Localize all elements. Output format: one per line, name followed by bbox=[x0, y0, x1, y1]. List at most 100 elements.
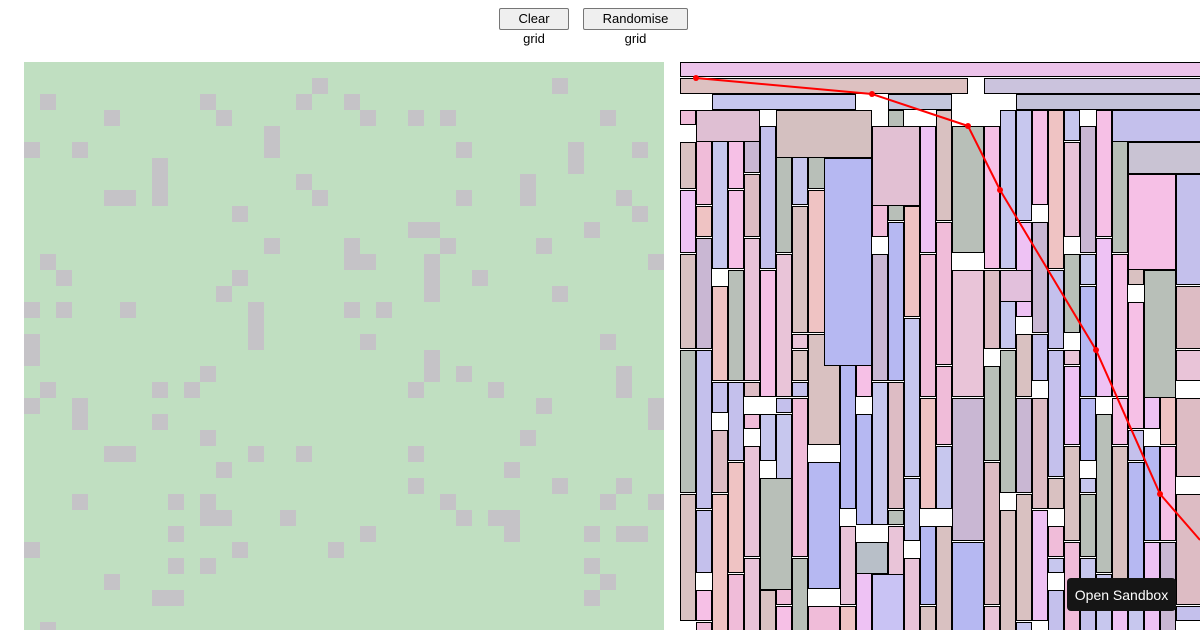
open-sandbox-button[interactable]: Open Sandbox bbox=[1067, 578, 1176, 611]
wall-cell[interactable] bbox=[456, 366, 472, 382]
wall-cell[interactable] bbox=[248, 446, 264, 462]
wall-cell[interactable] bbox=[200, 558, 216, 574]
wall-cell[interactable] bbox=[360, 110, 376, 126]
wall-cell[interactable] bbox=[72, 142, 88, 158]
wall-cell[interactable] bbox=[216, 462, 232, 478]
grid-editor[interactable] bbox=[24, 62, 664, 630]
wall-cell[interactable] bbox=[296, 174, 312, 190]
wall-cell[interactable] bbox=[312, 190, 328, 206]
wall-cell[interactable] bbox=[504, 526, 520, 542]
wall-cell[interactable] bbox=[344, 302, 360, 318]
wall-cell[interactable] bbox=[552, 78, 568, 94]
wall-cell[interactable] bbox=[120, 302, 136, 318]
wall-cell[interactable] bbox=[104, 110, 120, 126]
wall-cell[interactable] bbox=[648, 398, 664, 414]
wall-cell[interactable] bbox=[600, 494, 616, 510]
wall-cell[interactable] bbox=[72, 398, 88, 414]
wall-cell[interactable] bbox=[632, 526, 648, 542]
wall-cell[interactable] bbox=[56, 302, 72, 318]
wall-cell[interactable] bbox=[296, 446, 312, 462]
wall-cell[interactable] bbox=[616, 478, 632, 494]
wall-cell[interactable] bbox=[488, 382, 504, 398]
wall-cell[interactable] bbox=[168, 494, 184, 510]
wall-cell[interactable] bbox=[440, 238, 456, 254]
wall-cell[interactable] bbox=[200, 94, 216, 110]
wall-cell[interactable] bbox=[520, 430, 536, 446]
wall-cell[interactable] bbox=[72, 494, 88, 510]
wall-cell[interactable] bbox=[264, 142, 280, 158]
wall-cell[interactable] bbox=[24, 302, 40, 318]
wall-cell[interactable] bbox=[24, 142, 40, 158]
wall-cell[interactable] bbox=[360, 526, 376, 542]
wall-cell[interactable] bbox=[424, 366, 440, 382]
wall-cell[interactable] bbox=[24, 398, 40, 414]
wall-cell[interactable] bbox=[616, 382, 632, 398]
wall-cell[interactable] bbox=[568, 158, 584, 174]
wall-cell[interactable] bbox=[72, 414, 88, 430]
randomise-grid-button[interactable]: Randomise grid bbox=[583, 8, 688, 46]
wall-cell[interactable] bbox=[344, 94, 360, 110]
wall-cell[interactable] bbox=[600, 574, 616, 590]
wall-cell[interactable] bbox=[264, 238, 280, 254]
wall-cell[interactable] bbox=[104, 574, 120, 590]
wall-cell[interactable] bbox=[424, 254, 440, 270]
wall-cell[interactable] bbox=[408, 446, 424, 462]
wall-cell[interactable] bbox=[648, 494, 664, 510]
wall-cell[interactable] bbox=[24, 334, 40, 350]
wall-cell[interactable] bbox=[408, 222, 424, 238]
wall-cell[interactable] bbox=[152, 590, 168, 606]
wall-cell[interactable] bbox=[536, 238, 552, 254]
wall-cell[interactable] bbox=[168, 590, 184, 606]
wall-cell[interactable] bbox=[120, 190, 136, 206]
wall-cell[interactable] bbox=[280, 510, 296, 526]
wall-cell[interactable] bbox=[584, 222, 600, 238]
wall-cell[interactable] bbox=[248, 318, 264, 334]
wall-cell[interactable] bbox=[584, 590, 600, 606]
wall-cell[interactable] bbox=[504, 462, 520, 478]
wall-cell[interactable] bbox=[488, 510, 504, 526]
wall-cell[interactable] bbox=[504, 510, 520, 526]
wall-cell[interactable] bbox=[408, 110, 424, 126]
wall-cell[interactable] bbox=[248, 302, 264, 318]
wall-cell[interactable] bbox=[344, 254, 360, 270]
wall-cell[interactable] bbox=[600, 110, 616, 126]
wall-cell[interactable] bbox=[152, 414, 168, 430]
wall-cell[interactable] bbox=[424, 270, 440, 286]
wall-cell[interactable] bbox=[232, 206, 248, 222]
wall-cell[interactable] bbox=[632, 142, 648, 158]
wall-cell[interactable] bbox=[536, 398, 552, 414]
wall-cell[interactable] bbox=[296, 94, 312, 110]
wall-cell[interactable] bbox=[424, 350, 440, 366]
wall-cell[interactable] bbox=[456, 190, 472, 206]
wall-cell[interactable] bbox=[232, 270, 248, 286]
wall-cell[interactable] bbox=[264, 126, 280, 142]
wall-cell[interactable] bbox=[200, 510, 216, 526]
wall-cell[interactable] bbox=[152, 174, 168, 190]
wall-cell[interactable] bbox=[312, 78, 328, 94]
wall-cell[interactable] bbox=[584, 558, 600, 574]
wall-cell[interactable] bbox=[440, 494, 456, 510]
wall-cell[interactable] bbox=[168, 558, 184, 574]
wall-cell[interactable] bbox=[152, 158, 168, 174]
wall-cell[interactable] bbox=[216, 510, 232, 526]
wall-cell[interactable] bbox=[328, 542, 344, 558]
wall-cell[interactable] bbox=[200, 430, 216, 446]
wall-cell[interactable] bbox=[104, 190, 120, 206]
wall-cell[interactable] bbox=[104, 446, 120, 462]
wall-cell[interactable] bbox=[40, 622, 56, 630]
wall-cell[interactable] bbox=[184, 382, 200, 398]
wall-cell[interactable] bbox=[600, 334, 616, 350]
wall-cell[interactable] bbox=[616, 190, 632, 206]
wall-cell[interactable] bbox=[200, 366, 216, 382]
wall-cell[interactable] bbox=[648, 254, 664, 270]
wall-cell[interactable] bbox=[440, 110, 456, 126]
wall-cell[interactable] bbox=[360, 254, 376, 270]
wall-cell[interactable] bbox=[408, 382, 424, 398]
wall-cell[interactable] bbox=[216, 286, 232, 302]
wall-cell[interactable] bbox=[456, 510, 472, 526]
wall-cell[interactable] bbox=[152, 190, 168, 206]
wall-cell[interactable] bbox=[584, 526, 600, 542]
wall-cell[interactable] bbox=[360, 334, 376, 350]
wall-cell[interactable] bbox=[456, 142, 472, 158]
wall-cell[interactable] bbox=[552, 286, 568, 302]
